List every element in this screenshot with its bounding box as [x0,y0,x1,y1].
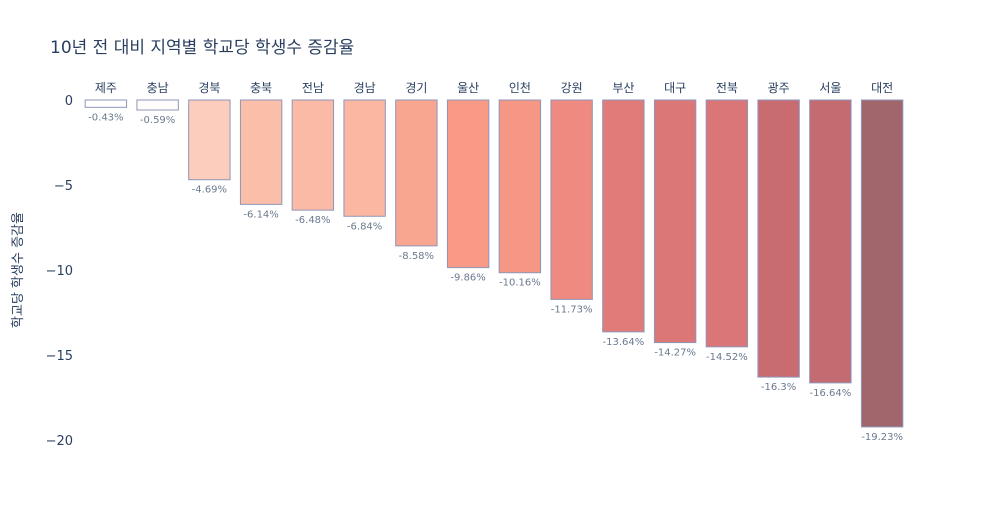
bars: 제주 -0.43% 충남 -0.59% 경북 -4.69% 충북 -6.14% 전남 -6.48%… [84,80,904,443]
data-label: -14.27% [654,348,696,359]
data-label: -16.3% [761,382,796,393]
data-label: -6.84% [347,221,382,232]
category-label: 경북 [198,81,220,95]
data-label: -4.69% [192,185,227,196]
category-label: 전남 [302,81,324,95]
bar[interactable] [860,99,904,428]
data-label: -14.52% [706,352,748,363]
bar[interactable] [395,99,438,247]
bar[interactable] [809,99,852,384]
category-label: 제주 [95,81,117,95]
y-axis-ticks: 0 −5 −10 −15 −20 [46,94,73,449]
bar[interactable] [136,99,179,111]
data-label: -16.64% [810,388,852,399]
y-tick-label: −15 [46,349,73,364]
data-label: -19.23% [861,432,903,443]
bar[interactable] [498,99,542,274]
data-label: -8.58% [399,251,434,262]
category-label: 인천 [509,80,531,95]
data-label: -0.59% [140,115,175,126]
bar[interactable] [602,99,645,333]
bar[interactable] [653,99,697,344]
y-tick-label: −20 [46,434,73,449]
category-label: 경남 [354,81,376,95]
category-label: 대전 [871,81,893,95]
category-label: 부산 [612,81,634,95]
category-label: 전북 [716,81,738,95]
category-label: 울산 [457,81,479,95]
category-label: 대구 [664,81,686,95]
bar[interactable] [343,99,386,217]
bar[interactable] [84,99,128,108]
category-label: 충남 [147,81,169,95]
data-label: -11.73% [551,304,593,315]
bar[interactable] [705,99,749,348]
bar[interactable] [291,99,335,211]
data-label: -13.64% [603,337,645,348]
data-label: -0.43% [88,112,123,123]
bar[interactable] [757,99,800,378]
data-label: -6.14% [243,209,278,220]
bar[interactable] [188,99,231,181]
data-label: -9.86% [450,273,485,284]
data-label: -6.48% [295,215,330,226]
category-label: 서울 [819,81,841,95]
y-tick-label: −5 [54,179,73,194]
y-tick-label: 0 [65,94,73,109]
bar[interactable] [446,99,490,269]
category-label: 광주 [768,81,790,95]
category-label: 강원 [561,81,583,95]
chart-title: 10년 전 대비 지역별 학교당 학생수 증감율 [50,38,355,58]
bar[interactable] [550,99,593,300]
category-label: 충북 [250,81,272,95]
category-label: 경기 [405,81,427,95]
y-tick-label: −10 [46,264,73,279]
y-axis-label: 학교당 학생수 증감율 [11,212,26,328]
data-label: -10.16% [499,278,541,289]
bar[interactable] [239,99,283,205]
